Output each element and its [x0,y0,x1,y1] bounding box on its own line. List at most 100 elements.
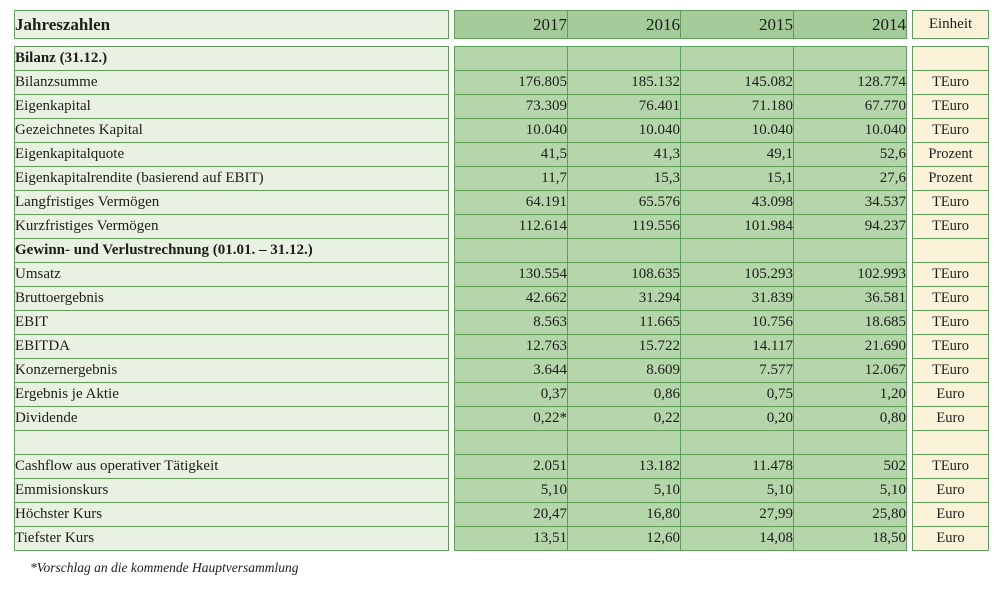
cell-2015: 0,75 [680,382,794,407]
row-label: Langfristiges Vermögen [14,190,449,215]
column-gap [448,358,455,383]
cell-2015: 5,10 [680,478,794,503]
table-row-empty [14,430,989,455]
cell-2014 [793,430,907,455]
row-label: EBIT [14,310,449,335]
table-title: Jahreszahlen [14,10,449,39]
cell-unit: TEuro [912,214,989,239]
table-row-ergebnis-je-aktie: Ergebnis je Aktie 0,37 0,86 0,75 1,20 Eu… [14,382,989,407]
column-header-2014: 2014 [793,10,907,39]
cell-2015: 31.839 [680,286,794,311]
table-row-ebit: EBIT 8.563 11.665 10.756 18.685 TEuro [14,310,989,335]
row-label: Cashflow aus operativer Tätigkeit [14,454,449,479]
cell-2017: 20,47 [454,502,568,527]
cell-2016: 13.182 [567,454,681,479]
header-body-gap [14,38,989,47]
table-row-emmisionskurs: Emmisionskurs 5,10 5,10 5,10 5,10 Euro [14,478,989,503]
page: Jahreszahlen 2017 2016 2015 2014 Einheit… [14,10,989,575]
column-gap [448,430,455,455]
cell-2016: 16,80 [567,502,681,527]
column-gap [448,238,455,263]
cell-2017: 0,22* [454,406,568,431]
cell-2016 [567,238,681,263]
cell-2014 [793,238,907,263]
column-gap [448,262,455,287]
row-label: Eigenkapitalrendite (basierend auf EBIT) [14,166,449,191]
cell-unit [912,46,989,71]
cell-2015: 0,20 [680,406,794,431]
column-gap [906,406,913,431]
cell-2014: 52,6 [793,142,907,167]
cell-2015: 43.098 [680,190,794,215]
column-header-2017: 2017 [454,10,568,39]
cell-2015 [680,46,794,71]
row-label: Gewinn- und Verlustrechnung (01.01. – 31… [14,238,449,263]
cell-2016: 5,10 [567,478,681,503]
column-gap [448,214,455,239]
table-row-cashflow: Cashflow aus operativer Tätigkeit 2.051 … [14,454,989,479]
cell-2016: 108.635 [567,262,681,287]
cell-2014: 1,20 [793,382,907,407]
table-row-section-bilanz: Bilanz (31.12.) [14,46,989,71]
table-header-row: Jahreszahlen 2017 2016 2015 2014 Einheit [14,10,989,39]
cell-2015: 145.082 [680,70,794,95]
table-row-eigenkapitalrendite: Eigenkapitalrendite (basierend auf EBIT)… [14,166,989,191]
cell-2017: 11,7 [454,166,568,191]
cell-2017: 8.563 [454,310,568,335]
cell-2015: 71.180 [680,94,794,119]
cell-2017: 13,51 [454,526,568,551]
table-row-konzernergebnis: Konzernergebnis 3.644 8.609 7.577 12.067… [14,358,989,383]
row-label: Ergebnis je Aktie [14,382,449,407]
cell-2016: 10.040 [567,118,681,143]
cell-unit: Euro [912,382,989,407]
cell-2017: 130.554 [454,262,568,287]
column-gap [906,454,913,479]
column-gap [906,166,913,191]
cell-unit: Euro [912,406,989,431]
cell-2015: 14.117 [680,334,794,359]
cell-2016: 12,60 [567,526,681,551]
column-gap [906,262,913,287]
column-gap [906,334,913,359]
cell-2016: 15,3 [567,166,681,191]
cell-2014: 502 [793,454,907,479]
column-gap [448,166,455,191]
cell-2017: 3.644 [454,358,568,383]
cell-2015 [680,430,794,455]
cell-2015: 11.478 [680,454,794,479]
column-gap [448,94,455,119]
cell-2016 [567,430,681,455]
column-gap [906,358,913,383]
cell-2017: 176.805 [454,70,568,95]
column-gap [448,70,455,95]
table-row-bruttoergebnis: Bruttoergebnis 42.662 31.294 31.839 36.5… [14,286,989,311]
cell-2016: 0,22 [567,406,681,431]
table-row-kurzfristiges-vermoegen: Kurzfristiges Vermögen 112.614 119.556 1… [14,214,989,239]
cell-2016: 185.132 [567,70,681,95]
cell-unit: Prozent [912,142,989,167]
column-gap [448,454,455,479]
column-gap [906,46,913,71]
cell-2017: 10.040 [454,118,568,143]
cell-2014: 12.067 [793,358,907,383]
table-row-bilanzsumme: Bilanzsumme 176.805 185.132 145.082 128.… [14,70,989,95]
table-row-eigenkapitalquote: Eigenkapitalquote 41,5 41,3 49,1 52,6 Pr… [14,142,989,167]
cell-unit: TEuro [912,358,989,383]
cell-2014: 36.581 [793,286,907,311]
cell-2016: 31.294 [567,286,681,311]
table-row-ebitda: EBITDA 12.763 15.722 14.117 21.690 TEuro [14,334,989,359]
cell-2014: 27,6 [793,166,907,191]
column-gap [906,286,913,311]
cell-2017: 64.191 [454,190,568,215]
cell-unit: TEuro [912,190,989,215]
cell-2016: 76.401 [567,94,681,119]
cell-unit: Euro [912,502,989,527]
column-gap [906,430,913,455]
column-gap [448,406,455,431]
column-gap [448,310,455,335]
row-label: Konzernergebnis [14,358,449,383]
cell-unit: TEuro [912,334,989,359]
cell-2017: 12.763 [454,334,568,359]
cell-2014: 128.774 [793,70,907,95]
cell-2016: 15.722 [567,334,681,359]
